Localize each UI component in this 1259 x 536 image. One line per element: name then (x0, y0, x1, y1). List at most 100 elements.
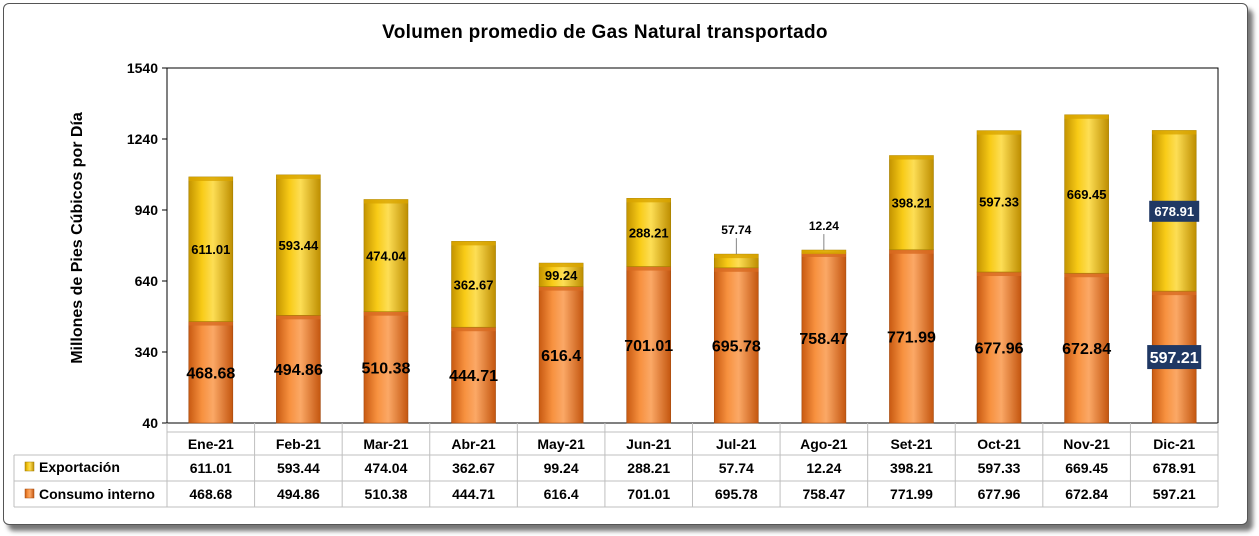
table-cell-exportacion: 678.91 (1153, 460, 1196, 476)
table-cell-exportacion: 611.01 (190, 460, 232, 476)
y-tick-label: 1540 (127, 60, 158, 76)
data-label-exportacion: 57.74 (721, 223, 751, 237)
x-tick-label: Set-21 (890, 436, 932, 452)
x-tick-label: May-21 (537, 436, 585, 452)
data-label-exportacion: 362.67 (454, 277, 494, 292)
bar-consumo-interno-top (276, 315, 321, 320)
data-label-exportacion: 678.91 (1154, 204, 1194, 219)
table-cell-exportacion: 99.24 (544, 460, 579, 476)
table-cell-consumo-interno: 695.78 (715, 486, 758, 502)
data-label-box (1147, 345, 1202, 370)
table-cell-exportacion: 57.74 (719, 460, 754, 476)
bar-exportacion (889, 155, 934, 251)
table-cell-consumo-interno: 701.01 (627, 486, 670, 502)
table-cell-consumo-interno: 677.96 (978, 486, 1021, 502)
bar-consumo-interno (363, 311, 409, 424)
table-cell-exportacion: 597.33 (978, 460, 1021, 476)
data-label-consumo-interno: 695.78 (712, 338, 761, 355)
table-cell-consumo-interno: 468.68 (189, 486, 232, 502)
x-tick-label: Jun-21 (626, 436, 671, 452)
table-cell-exportacion: 593.44 (277, 460, 320, 476)
data-label-box (1149, 200, 1200, 222)
legend-label-consumo-interno: Consumo interno (39, 486, 155, 502)
x-tick-label: Jul-21 (716, 436, 757, 452)
data-label-exportacion: 288.21 (629, 225, 669, 240)
data-label-consumo-interno: 444.71 (449, 368, 498, 385)
data-label-consumo-interno: 701.01 (624, 338, 673, 355)
bar-exportacion (363, 199, 409, 312)
bar-exportacion (1064, 114, 1109, 274)
bar-consumo-interno (188, 321, 234, 424)
data-label-consumo-interno: 494.86 (274, 362, 323, 379)
x-tick-label: Abr-21 (451, 436, 496, 452)
data-label-consumo-interno: 758.47 (799, 331, 848, 348)
bar-consumo-interno (1064, 272, 1109, 424)
bar-exportacion-top (801, 250, 846, 255)
bar-exportacion-top (276, 174, 321, 179)
table-cell-consumo-interno: 597.21 (1153, 486, 1196, 502)
bar-consumo-interno-top (889, 249, 934, 254)
bar-exportacion-top (977, 130, 1022, 135)
bar-consumo-interno (626, 266, 672, 424)
bar-exportacion-top (1152, 130, 1197, 135)
legend-label-exportacion: Exportación (39, 459, 120, 475)
y-tick-label: 1240 (127, 131, 158, 147)
bar-consumo-interno-top (1152, 291, 1197, 296)
data-label-consumo-interno: 468.68 (186, 365, 235, 382)
table-cell-exportacion: 669.45 (1065, 460, 1108, 476)
x-tick-label: Ago-21 (800, 436, 848, 452)
data-label-consumo-interno: 510.38 (361, 360, 410, 377)
bar-exportacion-top (363, 199, 408, 204)
table-cell-consumo-interno: 616.4 (544, 486, 579, 502)
data-label-exportacion: 12.24 (809, 219, 839, 233)
data-label-exportacion: 597.33 (979, 194, 1019, 209)
table-cell-exportacion: 12.24 (806, 460, 841, 476)
plot-area (166, 67, 1219, 424)
data-label-exportacion: 474.04 (366, 249, 407, 264)
bar-consumo-interno-top (714, 267, 759, 272)
data-label-consumo-interno: 672.84 (1062, 341, 1111, 358)
data-label-consumo-interno: 597.21 (1150, 350, 1199, 367)
data-label-consumo-interno: 616.4 (541, 348, 581, 365)
data-label-exportacion: 99.24 (545, 268, 578, 283)
data-label-exportacion: 669.45 (1067, 187, 1107, 202)
bar-consumo-interno (451, 326, 496, 424)
data-label-consumo-interno: 677.96 (975, 341, 1024, 358)
bar-consumo-interno (801, 252, 847, 424)
x-tick-label: Mar-21 (363, 436, 408, 452)
bar-consumo-interno (713, 267, 759, 424)
table-cell-exportacion: 398.21 (890, 460, 933, 476)
bar-exportacion-top (626, 198, 671, 203)
bar-exportacion (451, 241, 496, 328)
data-label-exportacion: 398.21 (892, 196, 932, 211)
table-cell-consumo-interno: 758.47 (802, 486, 845, 502)
y-tick-label: 40 (142, 415, 158, 431)
bar-exportacion (976, 130, 1022, 273)
table-cell-exportacion: 362.67 (452, 460, 495, 476)
table-cell-exportacion: 474.04 (365, 460, 408, 476)
table-cell-exportacion: 288.21 (627, 460, 670, 476)
bar-consumo-interno-top (977, 272, 1022, 277)
bar-consumo-interno-top (626, 266, 671, 271)
chart-title: Volumen promedio de Gas Natural transpor… (382, 22, 828, 43)
bar-exportacion (626, 198, 672, 267)
legend-key-exportacion (24, 461, 35, 472)
data-label-consumo-interno: 771.99 (887, 329, 936, 346)
table-cell-consumo-interno: 672.84 (1065, 486, 1108, 502)
bar-exportacion-top (889, 155, 934, 160)
bar-consumo-interno-top (451, 327, 496, 332)
y-tick-label: 340 (135, 344, 159, 360)
bar-consumo-interno-top (1064, 273, 1109, 278)
x-tick-label: Oct-21 (977, 436, 1021, 452)
bar-consumo-interno-top (539, 286, 584, 291)
bar-consumo-interno (976, 271, 1022, 424)
y-tick-label: 940 (135, 202, 159, 218)
data-label-exportacion: 611.01 (191, 242, 230, 257)
table-cell-consumo-interno: 510.38 (365, 486, 408, 502)
x-tick-label: Feb-21 (276, 436, 321, 452)
bar-consumo-interno-top (801, 252, 846, 257)
x-tick-label: Dic-21 (1153, 436, 1195, 452)
bar-exportacion-top (1064, 114, 1109, 119)
bar-exportacion-top (539, 263, 584, 268)
